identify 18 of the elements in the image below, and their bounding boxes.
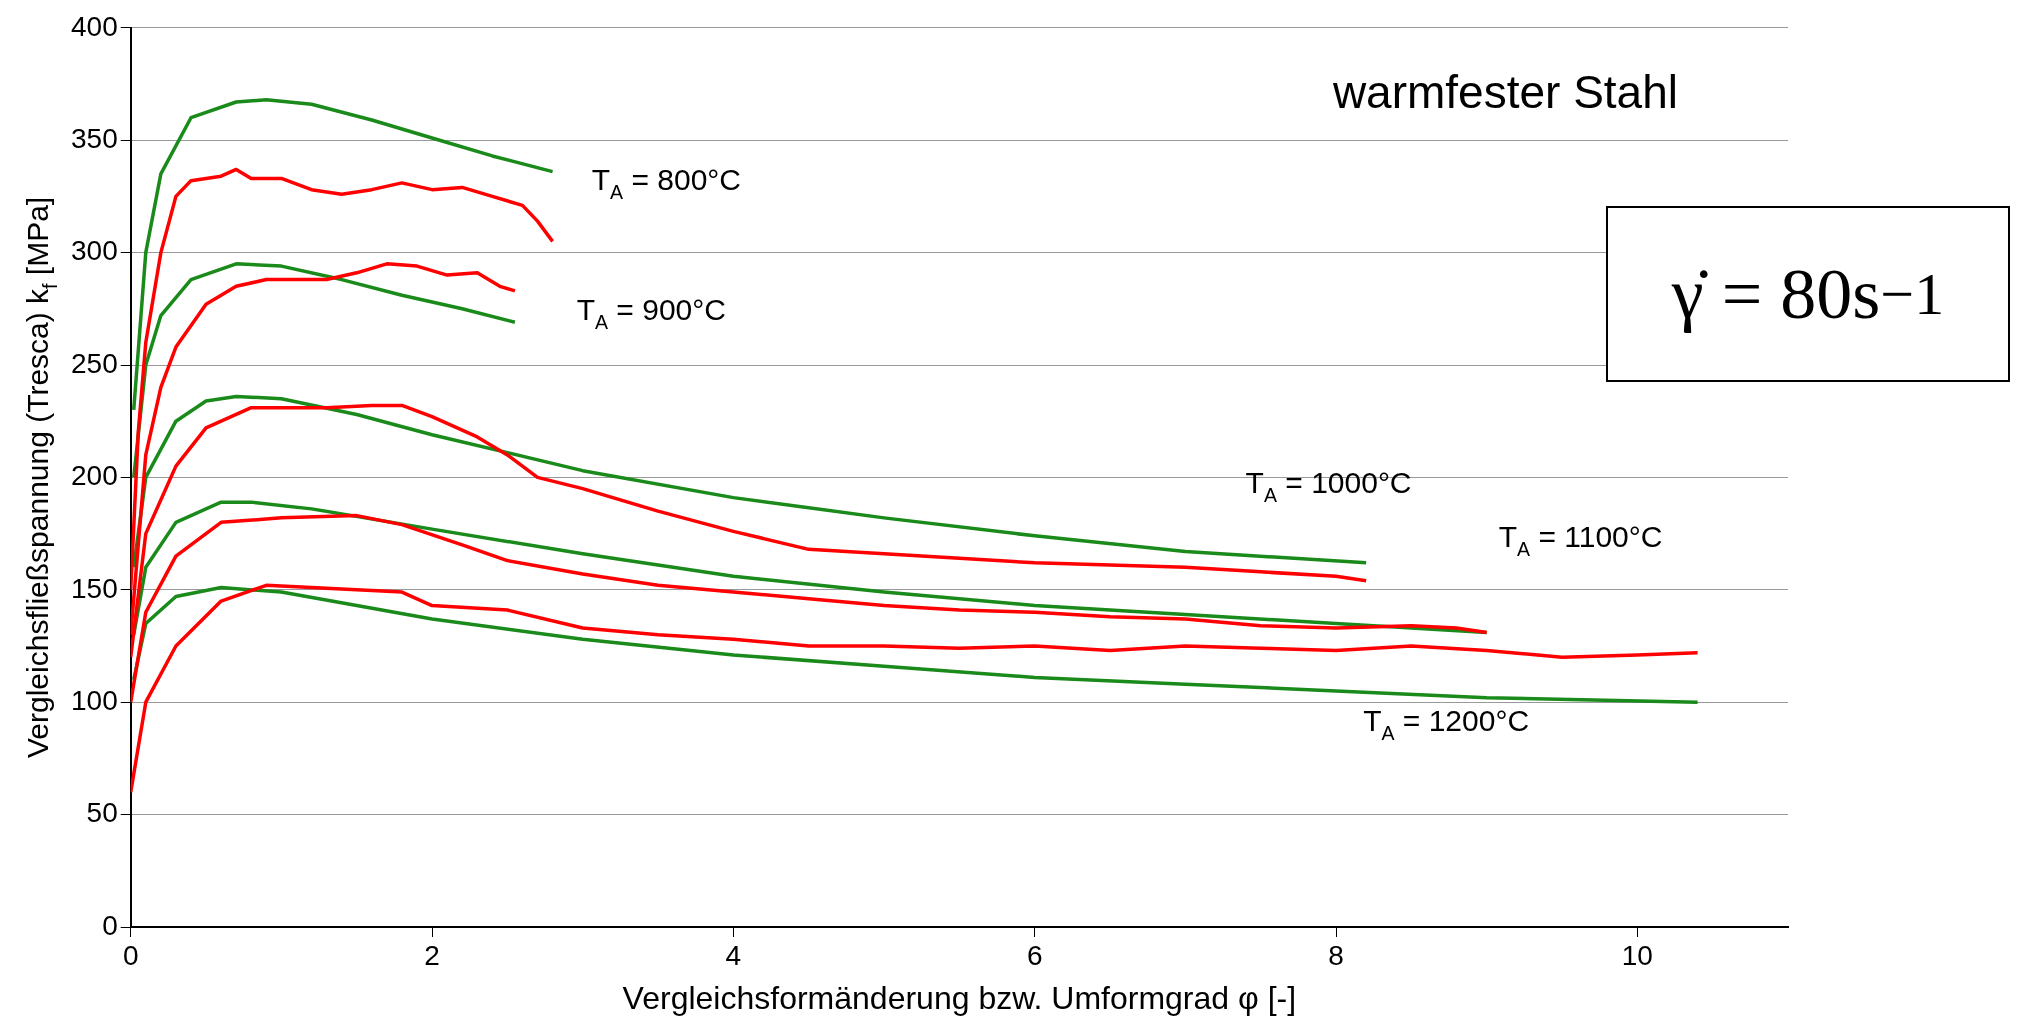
y-tick-label: 100 — [71, 684, 118, 716]
y-tick-label: 350 — [71, 122, 118, 154]
x-tick-label: 0 — [122, 939, 139, 971]
y-tick-label: 200 — [71, 460, 118, 492]
y-tick-label: 300 — [71, 235, 118, 267]
y-tick-label: 0 — [102, 909, 118, 941]
y-tick-label: 250 — [71, 347, 118, 379]
x-axis-title: Vergleichsformänderung bzw. Umformgrad φ [-] — [622, 979, 1297, 1016]
x-tick-label: 10 — [1621, 939, 1653, 971]
x-tick-label: 2 — [424, 939, 440, 971]
y-axis-title: Vergleichsfließspannung (Tresca) kf [MPa] — [21, 196, 61, 758]
y-tick-label: 150 — [71, 572, 118, 604]
text: warmfester Stahl — [1331, 65, 1678, 118]
y-tick-label: 50 — [86, 797, 118, 829]
y-tick-label: 400 — [71, 10, 118, 42]
x-tick-label: 6 — [1026, 939, 1043, 971]
x-tick-label: 4 — [725, 939, 742, 971]
x-tick-label: 8 — [1328, 939, 1344, 971]
